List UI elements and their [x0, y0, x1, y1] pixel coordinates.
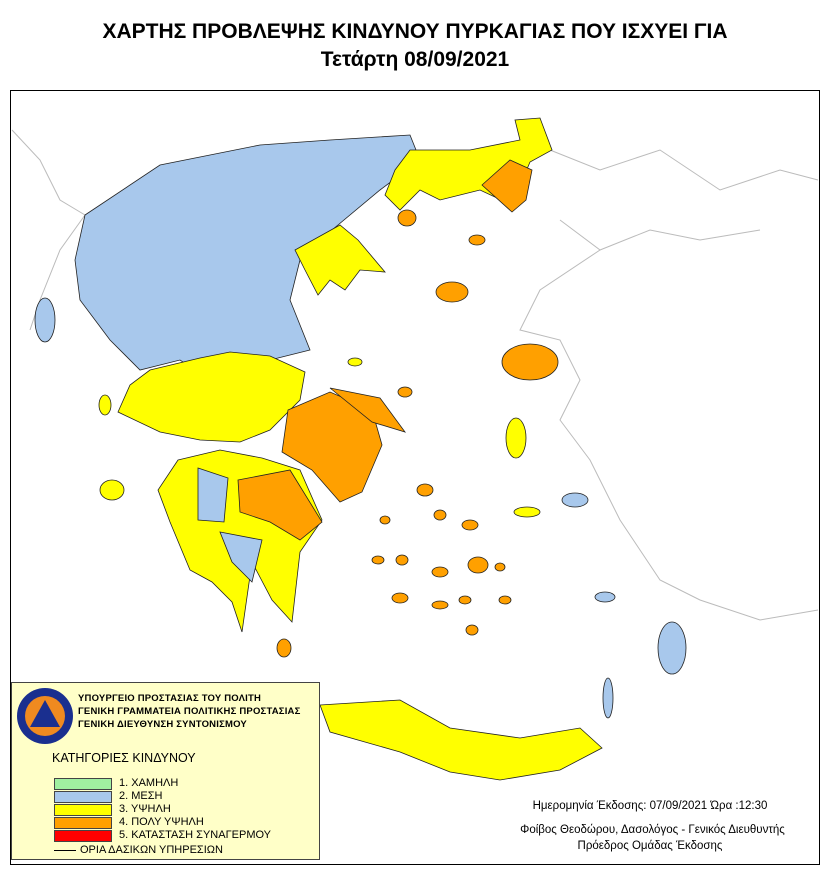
island-lefkada	[98, 394, 112, 416]
legend-label: 3. ΥΨΗΛΗ	[119, 803, 171, 815]
island-sporades	[347, 357, 363, 367]
region-medium-arcadia	[197, 467, 229, 523]
region-medium-laconia	[219, 531, 263, 583]
island-lemnos	[435, 281, 469, 303]
legend-swatch	[54, 804, 112, 816]
island-karpathos	[602, 677, 614, 719]
legend-swatch	[54, 830, 112, 842]
legend-label: 4. ΠΟΛΥ ΥΨΗΛΗ	[119, 816, 204, 828]
forest-service-regions	[34, 117, 687, 781]
org-line: ΓΕΝΙΚΗ ΓΡΑΜΜΑΤΕΙΑ ΠΟΛΙΤΙΚΗΣ ΠΡΟΣΤΑΣΙΑΣ	[78, 706, 301, 717]
legend-swatch	[54, 778, 112, 790]
author-role: Πρόεδρος Ομάδας Έκδοσης	[577, 840, 723, 852]
map-frame	[10, 90, 820, 865]
civil-protection-logo	[17, 688, 73, 744]
legend-swatch	[54, 791, 112, 803]
island-thasos	[397, 209, 417, 227]
region-high-crete	[319, 699, 603, 781]
boundary-label: ΟΡΙΑ ΔΑΣΙΚΩΝ ΥΠΗΡΕΣΙΩΝ	[80, 844, 223, 856]
island-lesvos	[501, 343, 559, 381]
island-kythira	[276, 638, 292, 658]
legend-swatch	[54, 817, 112, 829]
region-medium-north	[74, 134, 421, 381]
island-rhodes	[657, 621, 687, 675]
org-line: ΓΕΝΙΚΗ ΔΙΕΥΘΥΝΣΗ ΣΥΝΤΟΝΙΣΜΟΥ	[78, 719, 247, 730]
island-ikaria	[513, 506, 541, 518]
island-samothraki	[468, 234, 486, 246]
region-high-chalkidiki	[294, 224, 386, 296]
island-corfu	[34, 297, 56, 343]
island-kos	[594, 591, 616, 603]
boundary-line-swatch	[54, 850, 76, 851]
categories-title: ΚΑΤΗΓΟΡΙΕΣ ΚΙΝΔΥΝΟΥ	[52, 751, 196, 765]
legend-panel: ΥΠΟΥΡΓΕΙΟ ΠΡΟΣΤΑΣΙΑΣ ΤΟΥ ΠΟΛΙΤΗ ΓΕΝΙΚΗ Γ…	[11, 682, 320, 860]
cyclades-islands	[371, 483, 512, 636]
region-veryhigh-euboea	[329, 387, 407, 433]
island-chios	[505, 417, 527, 459]
author: Φοίβος Θεοδώρου, Δασολόγος - Γενικός Διε…	[520, 824, 785, 836]
legend-label: 2. ΜΕΣΗ	[119, 790, 163, 802]
map-title: ΧΑΡΤΗΣ ΠΡΟΒΛΕΨΗΣ ΚΙΝΔΥΝΟΥ ΠΥΡΚΑΓΙΑΣ ΠΟΥ …	[102, 20, 728, 43]
island-kefalonia	[99, 479, 125, 501]
island-samos	[561, 492, 589, 508]
legend-label: 1. ΧΑΜΗΛΗ	[119, 777, 179, 789]
region-veryhigh-ne-peloponnese	[237, 469, 323, 541]
org-line: ΥΠΟΥΡΓΕΙΟ ΠΡΟΣΤΑΣΙΑΣ ΤΟΥ ΠΟΛΙΤΗ	[78, 693, 262, 704]
map-date: Τετάρτη 08/09/2021	[320, 48, 510, 71]
issue-date: Ημερομηνία Έκδοσης: 07/09/2021 Ώρα :12:3…	[532, 800, 768, 812]
legend-label: 5. ΚΑΤΑΣΤΑΣΗ ΣΥΝΑΓΕΡΜΟΥ	[119, 829, 272, 841]
region-high-central	[117, 351, 306, 443]
island-skyros	[397, 386, 413, 398]
region-veryhigh-evros	[481, 159, 533, 213]
